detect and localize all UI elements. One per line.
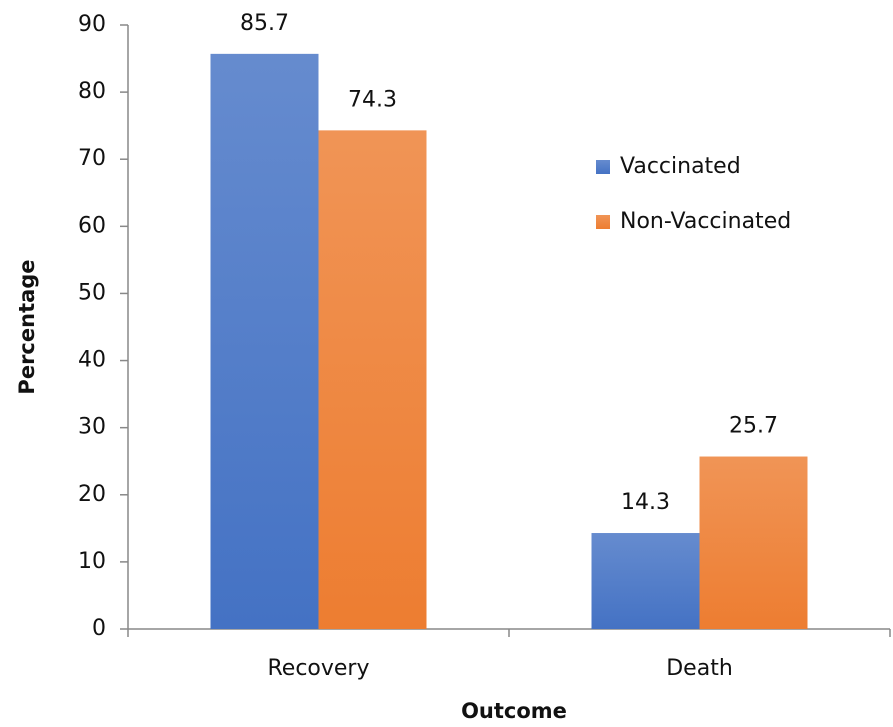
- data-label: 74.3: [348, 87, 397, 112]
- x-tick-label: Death: [666, 656, 733, 681]
- data-label: 25.7: [729, 414, 778, 439]
- y-tick-label: 70: [78, 146, 106, 171]
- y-tick-label: 0: [92, 616, 106, 641]
- y-tick-label: 40: [78, 348, 106, 373]
- x-tick-label: Recovery: [267, 656, 369, 681]
- y-tick-label: 30: [78, 415, 106, 440]
- bar: [318, 130, 427, 629]
- data-label: 85.7: [240, 11, 289, 36]
- legend-label: Vaccinated: [620, 154, 741, 179]
- bar: [699, 456, 808, 629]
- y-tick-label: 90: [78, 12, 106, 37]
- y-tick-label: 80: [78, 79, 106, 104]
- legend-swatch: [596, 160, 610, 174]
- y-axis-label: Percentage: [15, 259, 39, 394]
- y-tick-label: 20: [78, 482, 106, 507]
- y-tick-label: 10: [78, 549, 106, 574]
- data-label: 14.3: [621, 490, 670, 515]
- bar: [591, 533, 700, 629]
- legend-swatch: [596, 215, 610, 229]
- y-tick-label: 50: [78, 280, 106, 305]
- x-axis-label: Outcome: [461, 699, 567, 723]
- bar: [210, 53, 319, 629]
- y-tick-label: 60: [78, 213, 106, 238]
- legend-label: Non-Vaccinated: [620, 209, 791, 234]
